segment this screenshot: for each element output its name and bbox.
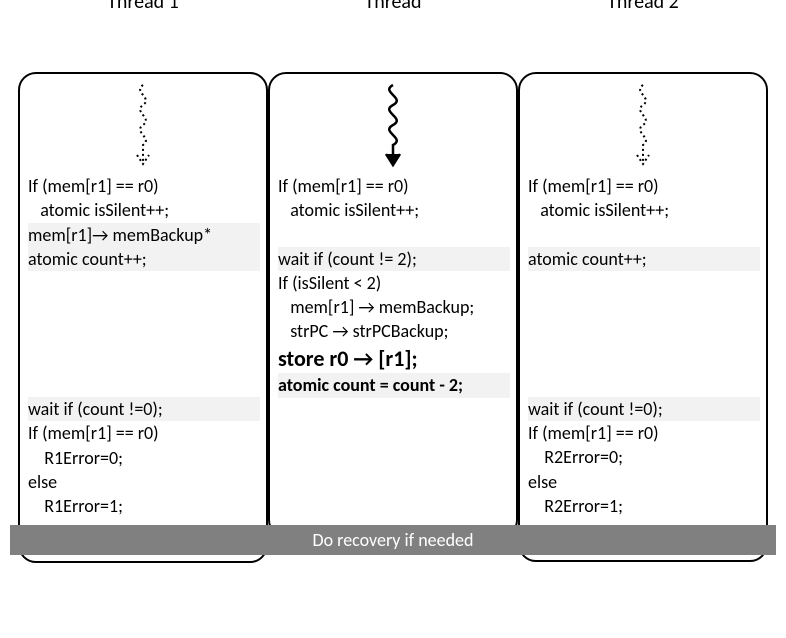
- code-line: atomic isSilent++;: [528, 198, 760, 222]
- thread-2-box: If (mem[r1] == r0) atomic isSilent++; at…: [518, 72, 768, 562]
- squiggle-icon: [608, 80, 678, 175]
- main-squiggle: [270, 74, 516, 174]
- squiggle-icon: [358, 80, 428, 175]
- thread-2-squiggle: [520, 74, 766, 174]
- code-line: If (mem[r1] == r0): [28, 421, 260, 445]
- code-line: If (mem[r1] == r0): [28, 174, 260, 198]
- code-line: R2Error=0;: [528, 445, 760, 469]
- thread-1-code: If (mem[r1] == r0) atomic isSilent++; me…: [20, 174, 266, 561]
- thread-1-box: If (mem[r1] == r0) atomic isSilent++; me…: [18, 72, 268, 563]
- code-line: wait if (count !=0);: [528, 397, 760, 421]
- code-line: R1Error=0;: [28, 446, 260, 470]
- code-line: R1Error=1;: [28, 494, 260, 518]
- code-line: atomic count = count - 2;: [278, 373, 510, 397]
- code-line: atomic count++;: [28, 247, 260, 271]
- code-line: If (mem[r1] == r0): [278, 174, 510, 198]
- code-line: wait if (count != 2);: [278, 247, 510, 271]
- code-line: atomic count++;: [528, 247, 760, 271]
- main-title-line2: Thread: [272, 0, 514, 14]
- recovery-bar: Do recovery if needed: [10, 525, 776, 555]
- main-thread-header: Main Thread: [268, 0, 518, 16]
- code-line: atomic isSilent++;: [28, 198, 260, 222]
- diagram-container: Redundant Thread 1 If (mem[r1] == r0) at…: [10, 20, 776, 563]
- main-thread-wrap: Main Thread If (mem[r1] == r0) atomic is…: [268, 20, 518, 563]
- thread-1-header: Redundant Thread 1: [18, 0, 268, 16]
- thread-1-wrap: Redundant Thread 1 If (mem[r1] == r0) at…: [18, 20, 268, 563]
- code-line: strPC → strPCBackup;: [278, 319, 510, 343]
- code-line: else: [528, 470, 760, 494]
- store-line: store r0 → [r1];: [278, 344, 510, 374]
- squiggle-icon: [108, 80, 178, 175]
- code-line: If (isSilent < 2): [278, 271, 510, 295]
- thread-2-title-line2: Thread 2: [522, 0, 764, 14]
- thread-2-code: If (mem[r1] == r0) atomic isSilent++; at…: [520, 174, 766, 560]
- code-line: wait if (count !=0);: [28, 397, 260, 421]
- code-line: R2Error=1;: [528, 494, 760, 518]
- code-line: If (mem[r1] == r0): [528, 174, 760, 198]
- main-thread-box: If (mem[r1] == r0) atomic isSilent++; wa…: [268, 72, 518, 538]
- thread-2-wrap: Redundant Thread 2 If (mem[r1] == r0) at…: [518, 20, 768, 563]
- thread-2-header: Redundant Thread 2: [518, 0, 768, 16]
- code-line: If (mem[r1] == r0): [528, 421, 760, 445]
- thread-1-title-line2: Thread 1: [22, 0, 264, 14]
- code-line: atomic isSilent++;: [278, 198, 510, 222]
- thread-1-squiggle: [20, 74, 266, 174]
- code-line: mem[r1]→ memBackup*: [28, 223, 260, 247]
- code-line: mem[r1] → memBackup;: [278, 295, 510, 319]
- code-line: else: [28, 470, 260, 494]
- main-thread-code: If (mem[r1] == r0) atomic isSilent++; wa…: [270, 174, 516, 536]
